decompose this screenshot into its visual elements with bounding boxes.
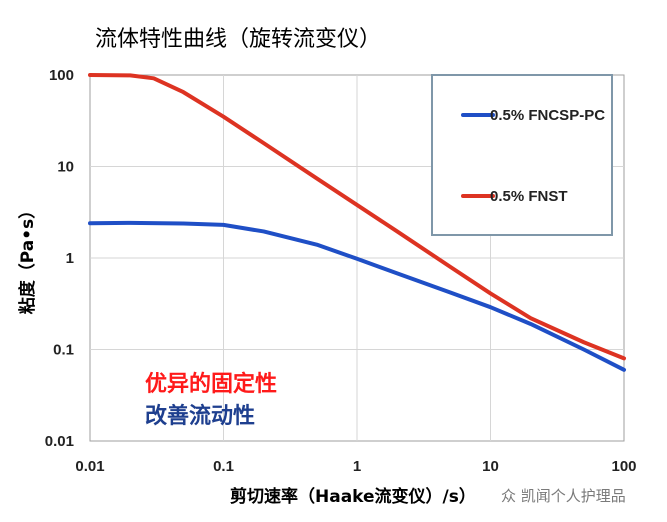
x-tick-label: 1 [353, 458, 361, 475]
y-tick-label: 10 [57, 159, 74, 176]
y-axis-label: 粘度（Pa•s） [17, 202, 38, 314]
x-tick-label: 0.01 [75, 458, 104, 475]
legend-item-fncspc-label: 0.5% FNCSP-PC [490, 107, 605, 124]
x-axis-label: 剪切速率（Haake流变仪）/s） [230, 486, 476, 507]
y-tick-label: 0.01 [45, 433, 74, 450]
y-tick-label: 1 [66, 250, 74, 267]
x-tick-label: 100 [611, 458, 636, 475]
axis-ticks-layer: 0.01 0.1 1 10 100 100 10 1 0.1 0.01 [45, 67, 637, 475]
annotation-flowability: 改善流动性 [145, 403, 255, 429]
legend-frame [431, 74, 613, 236]
annotation-fixation: 优异的固定性 [145, 371, 277, 397]
series-fncspc-line [88, 220, 626, 372]
chart-title: 流体特性曲线（旋转流变仪） [95, 27, 381, 52]
watermark-text: 众 凯闻个人护理品 [501, 487, 626, 505]
y-tick-label: 0.1 [53, 342, 74, 359]
x-tick-label: 0.1 [213, 458, 234, 475]
series-fnst-line [88, 73, 626, 361]
legend-item-fnst-label: 0.5% FNST [490, 188, 568, 205]
y-tick-label: 100 [49, 67, 74, 84]
series-layer [88, 73, 626, 372]
legend-box: 0.5% FNCSP-PC 0.5% FNST [431, 74, 613, 236]
x-tick-label: 10 [482, 458, 499, 475]
